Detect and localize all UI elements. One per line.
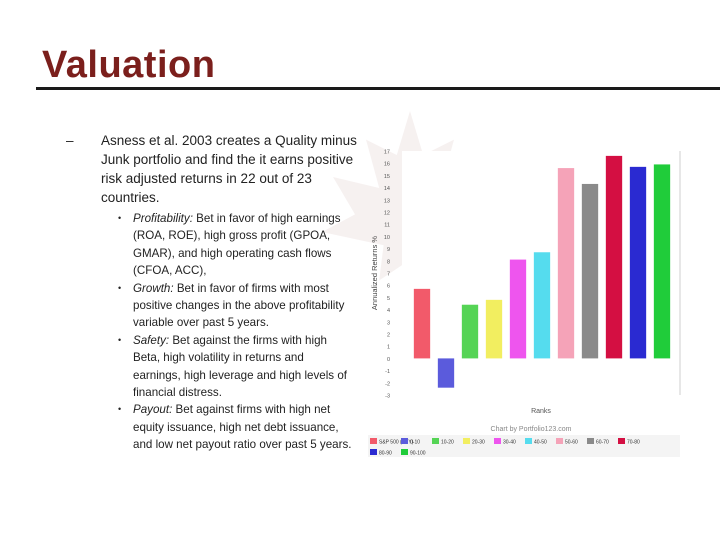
title-underline xyxy=(36,87,720,90)
y-tick-label: 7 xyxy=(387,272,390,278)
y-tick-label: 12 xyxy=(384,211,390,217)
legend-swatch xyxy=(370,449,377,455)
sub-point-term: Profitability: xyxy=(133,212,193,225)
y-tick-label: 4 xyxy=(387,308,390,314)
bar xyxy=(461,304,479,359)
bar xyxy=(485,299,503,359)
y-tick-label: 9 xyxy=(387,247,390,253)
legend-swatch xyxy=(556,438,563,444)
y-tick-label: -1 xyxy=(385,369,390,375)
legend-swatch xyxy=(494,438,501,444)
legend-label: 70-80 xyxy=(627,440,640,446)
legend-label: 20-30 xyxy=(472,440,485,446)
sub-point-payout: • Payout: Bet against firms with high net… xyxy=(118,401,354,453)
main-point-text: Asness et al. 2003 creates a Quality min… xyxy=(101,133,357,205)
bar xyxy=(653,164,671,359)
bar xyxy=(437,358,455,388)
legend-label: S&P 500 (SPY) xyxy=(379,440,414,446)
bar xyxy=(581,183,599,359)
returns-bar-chart: -3 -2 -1 0 1 2 3 4 5 6 7 8 9 10 11 12 13 14 15 16 17 Annualiz… xyxy=(362,145,682,475)
legend-label: 90-100 xyxy=(410,451,426,457)
sub-point-list: • Profitability: Bet in favor of high ear… xyxy=(118,210,354,454)
y-tick-label: 0 xyxy=(387,357,390,363)
y-tick-label: 8 xyxy=(387,259,390,265)
bar xyxy=(605,155,623,359)
bullet-icon: • xyxy=(118,404,122,415)
legend-swatch xyxy=(587,438,594,444)
y-tick-label: 14 xyxy=(384,186,390,192)
sub-point-term: Safety: xyxy=(133,333,170,347)
y-tick-label: 2 xyxy=(387,333,390,339)
bar xyxy=(629,166,647,359)
legend-label: 60-70 xyxy=(596,440,609,446)
sub-point-term: Growth: xyxy=(133,281,174,295)
dash-bullet-icon: – xyxy=(66,133,74,148)
y-tick-label: 16 xyxy=(384,162,390,168)
bullet-icon: • xyxy=(118,282,122,293)
sub-point-text: Bet in favor of firms with most positive… xyxy=(133,281,345,330)
chart-svg: -3-2-101234567891011121314151617Annualiz… xyxy=(368,150,681,457)
bar xyxy=(533,252,551,359)
bullet-icon: • xyxy=(118,213,122,223)
legend-label: 40-50 xyxy=(534,440,547,446)
legend-swatch xyxy=(618,438,625,444)
sub-point-safety: • Safety: Bet against the firms with high… xyxy=(118,332,354,402)
sub-point-text: Bet against the firms with high Beta, hi… xyxy=(133,333,347,400)
legend-label: 0-10 xyxy=(410,440,420,446)
legend-label: 10-20 xyxy=(441,440,454,446)
y-tick-label: 15 xyxy=(384,174,390,180)
bar xyxy=(509,259,527,359)
legend-swatch xyxy=(463,438,470,444)
sub-point-growth: • Growth: Bet in favor of firms with most… xyxy=(118,280,354,332)
bar xyxy=(413,288,431,359)
legend-swatch xyxy=(401,449,408,455)
y-tick-label: 3 xyxy=(387,320,390,326)
chart-credit: Chart by Portfolio123.com xyxy=(491,426,572,433)
sub-point-text: Bet in favor of high earnings (ROA, ROE)… xyxy=(133,212,341,278)
y-tick-label: 6 xyxy=(387,284,390,290)
y-tick-label: 1 xyxy=(387,345,390,351)
legend-box xyxy=(368,435,680,457)
y-tick-label: 13 xyxy=(384,198,390,204)
x-axis-title: Ranks xyxy=(531,408,551,415)
slide-title: Valuation xyxy=(42,44,216,86)
y-axis-title: Annualized Returns % xyxy=(370,236,379,311)
legend-label: 80-90 xyxy=(379,451,392,457)
y-tick-label: 17 xyxy=(384,150,390,156)
legend-swatch xyxy=(432,438,439,444)
legend-label: 30-40 xyxy=(503,440,516,446)
legend-swatch xyxy=(401,438,408,444)
sub-point-text: Bet against firms with high net equity i… xyxy=(133,403,352,452)
y-tick-label: -3 xyxy=(385,394,390,400)
y-tick-label: 10 xyxy=(384,235,390,241)
bar xyxy=(557,168,575,359)
legend-swatch xyxy=(525,438,532,444)
main-point: – Asness et al. 2003 creates a Quality m… xyxy=(66,131,361,207)
sub-point-term: Payout: xyxy=(133,403,173,417)
y-tick-label: -2 xyxy=(385,381,390,387)
y-tick-label: 11 xyxy=(384,223,390,229)
bullet-icon: • xyxy=(118,334,122,345)
legend-swatch xyxy=(370,438,377,444)
y-tick-label: 5 xyxy=(387,296,390,302)
legend-label: 50-60 xyxy=(565,440,578,446)
sub-point-profitability: • Profitability: Bet in favor of high ear… xyxy=(118,210,354,280)
